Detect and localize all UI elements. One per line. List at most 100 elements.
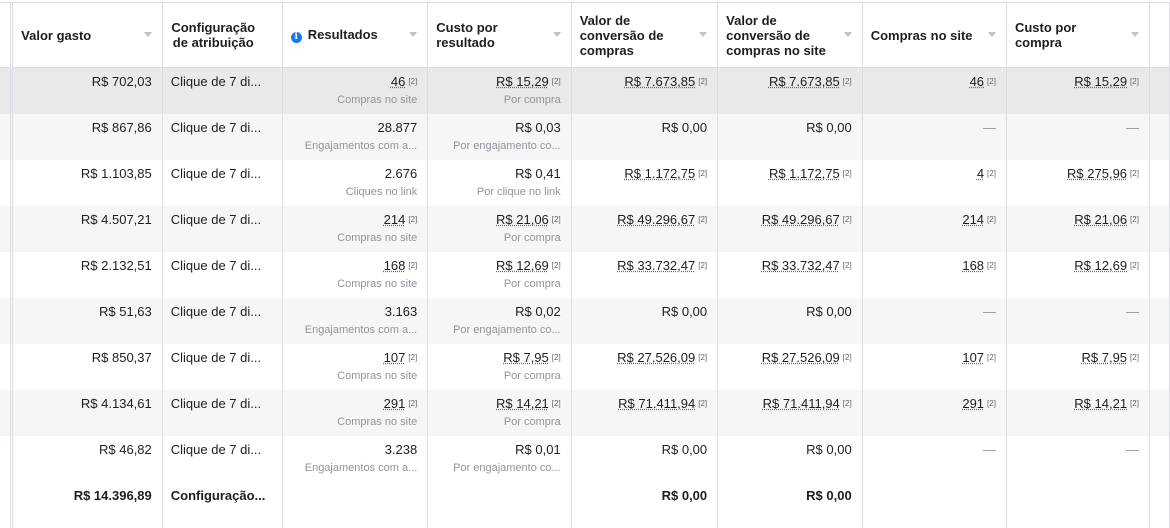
- column-header[interactable]: Configuração de atribuição: [162, 2, 283, 68]
- cell-value[interactable]: R$ 33.732,47: [617, 257, 696, 273]
- column-header[interactable]: i Resultados: [282, 2, 429, 68]
- table-row[interactable]: R$ 51,63 Clique de 7 di... 3.163 Engajame…: [0, 297, 1170, 344]
- cell-value[interactable]: R$ 7,95: [1081, 349, 1128, 365]
- cell-value[interactable]: 107: [383, 349, 406, 365]
- cell-value[interactable]: 4: [976, 165, 985, 181]
- cell-value: R$ 0,02: [515, 303, 561, 319]
- cell-value: R$ 4.507,21: [80, 211, 152, 227]
- cell-value[interactable]: R$ 12,69: [1074, 257, 1128, 273]
- spent-cell: R$ 702,03: [11, 67, 163, 114]
- site-purchases-cell: 4 [2]: [862, 159, 1007, 206]
- cost-per-purchase-cell: R$ 7,95 [2]: [1006, 343, 1150, 390]
- conversion-value-cell: R$ 49.296,67 [2]: [571, 205, 719, 252]
- cell-value: Clique de 7 di...: [170, 303, 262, 319]
- footnote: [2]: [698, 77, 708, 86]
- results-cell: 3.238 Engajamentos com a...: [282, 435, 429, 482]
- column-header[interactable]: Valor de conversão de compras: [571, 2, 719, 68]
- results-type: Engajamentos com a...: [304, 139, 418, 152]
- total-spent: R$ 14.396,89: [11, 481, 163, 528]
- sort-arrow-icon[interactable]: [143, 32, 152, 37]
- cost-per-result-cell: R$ 0,41 Por clique no link: [427, 159, 572, 206]
- cell-value[interactable]: R$ 27.526,09: [617, 349, 696, 365]
- site-conversion-value-cell: R$ 49.296,67 [2]: [717, 205, 863, 252]
- table-row[interactable]: R$ 867,86 Clique de 7 di... 28.877 Engaja…: [0, 113, 1170, 160]
- cost-type: Por engajamento co...: [453, 139, 561, 152]
- results-cell: 28.877 Engajamentos com a...: [282, 113, 429, 160]
- site-purchases-cell: 46 [2]: [862, 67, 1007, 114]
- cell-value[interactable]: R$ 7,95: [503, 349, 549, 365]
- cell-value: R$ 850,37: [91, 349, 152, 365]
- cell-value: —: [982, 119, 996, 135]
- cell-value: R$ 0,00: [661, 119, 708, 135]
- conversion-value-cell: R$ 71.411,94 [2]: [571, 389, 719, 436]
- sort-arrow-icon[interactable]: [699, 32, 708, 37]
- cell-value[interactable]: R$ 1.172,75: [768, 165, 840, 181]
- footnote: [2]: [842, 168, 852, 178]
- cell-value[interactable]: R$ 14,21: [496, 395, 549, 411]
- site-purchases-cell: —: [862, 297, 1007, 344]
- cell-value[interactable]: R$ 14,21: [1074, 395, 1128, 411]
- cell-value[interactable]: R$ 49.296,67: [617, 211, 696, 227]
- cell-value: 2.676: [384, 165, 418, 181]
- column-header[interactable]: Custo por resultado: [427, 2, 572, 68]
- cell-value[interactable]: R$ 71.411,94: [618, 395, 696, 411]
- cell-value: Clique de 7 di...: [170, 165, 262, 181]
- cell-value[interactable]: R$ 1.172,75: [624, 165, 696, 181]
- results-type: Compras no site: [337, 415, 418, 428]
- cell-value[interactable]: R$ 7.673,85: [624, 74, 696, 89]
- table-row[interactable]: R$ 4.507,21 Clique de 7 di... 214 [2] Comp…: [0, 205, 1170, 252]
- cell-value: R$ 46,82: [99, 441, 152, 457]
- table-row[interactable]: R$ 4.134,61 Clique de 7 di... 291 [2] Comp…: [0, 389, 1170, 436]
- sort-arrow-icon[interactable]: [409, 32, 418, 37]
- column-header[interactable]: Valor gasto: [11, 2, 163, 68]
- cell-value[interactable]: R$ 21,06: [1074, 211, 1128, 227]
- column-header[interactable]: Compras no site: [862, 2, 1007, 68]
- sort-arrow-icon[interactable]: [1130, 32, 1139, 37]
- cell-value[interactable]: R$ 15,29: [1074, 74, 1128, 89]
- cell-value[interactable]: 168: [962, 257, 985, 273]
- table-row[interactable]: R$ 702,03 Clique de 7 di... 46 [2] Compras…: [0, 67, 1170, 114]
- cell-value[interactable]: 214: [962, 211, 985, 227]
- results-type: Compras no site: [337, 231, 418, 244]
- footnote: [2]: [1130, 352, 1139, 362]
- sort-arrow-icon[interactable]: [987, 32, 996, 37]
- cell-value[interactable]: R$ 7.673,85: [768, 74, 840, 89]
- footnote: [2]: [698, 352, 708, 362]
- header-overflow: [1149, 2, 1170, 68]
- cell-value[interactable]: R$ 12,69: [496, 257, 549, 273]
- footnote: [2]: [408, 398, 418, 408]
- footnote: [2]: [1130, 260, 1139, 270]
- table-row[interactable]: R$ 2.132,51 Clique de 7 di... 168 [2] Comp…: [0, 251, 1170, 298]
- cell-value: Clique de 7 di...: [170, 395, 262, 411]
- cell-value[interactable]: R$ 71.411,94: [762, 395, 840, 411]
- cost-type: Por engajamento co...: [453, 461, 561, 474]
- table-row[interactable]: R$ 1.103,85 Clique de 7 di... 2.676 Cliqu…: [0, 159, 1170, 206]
- cell-value[interactable]: 291: [962, 395, 985, 411]
- cell-value[interactable]: R$ 49.296,67: [761, 211, 840, 227]
- info-icon[interactable]: i: [290, 32, 302, 43]
- cell-value[interactable]: 46: [969, 74, 985, 89]
- cell-value[interactable]: R$ 27.526,09: [761, 349, 840, 365]
- cell-value[interactable]: R$ 33.732,47: [761, 257, 840, 273]
- cell-value[interactable]: 168: [383, 257, 406, 273]
- footnote: [2]: [1130, 77, 1139, 86]
- sort-arrow-icon[interactable]: [843, 32, 852, 37]
- column-header[interactable]: Custo por compra: [1006, 2, 1150, 68]
- cell-value[interactable]: R$ 15,29: [496, 74, 549, 89]
- spent-cell: R$ 51,63: [11, 297, 163, 344]
- footnote: [2]: [842, 398, 852, 408]
- cell-value: Clique de 7 di...: [170, 119, 262, 135]
- table-row[interactable]: R$ 850,37 Clique de 7 di... 107 [2] Compra…: [0, 343, 1170, 390]
- cell-value[interactable]: R$ 275,96: [1067, 165, 1128, 181]
- cell-value[interactable]: 46: [390, 74, 406, 89]
- footnote: [2]: [842, 77, 852, 86]
- table-row[interactable]: R$ 46,82 Clique de 7 di... 3.238 Engajame…: [0, 435, 1170, 482]
- column-label: Valor de conversão de compras: [579, 12, 664, 58]
- cell-value[interactable]: 214: [383, 211, 406, 227]
- sort-arrow-icon[interactable]: [552, 32, 561, 37]
- column-header[interactable]: Valor de conversão de compras no site: [717, 2, 863, 68]
- cell-value[interactable]: 291: [383, 395, 406, 411]
- cell-value[interactable]: R$ 21,06: [496, 211, 549, 227]
- cell-value[interactable]: 107: [962, 349, 985, 365]
